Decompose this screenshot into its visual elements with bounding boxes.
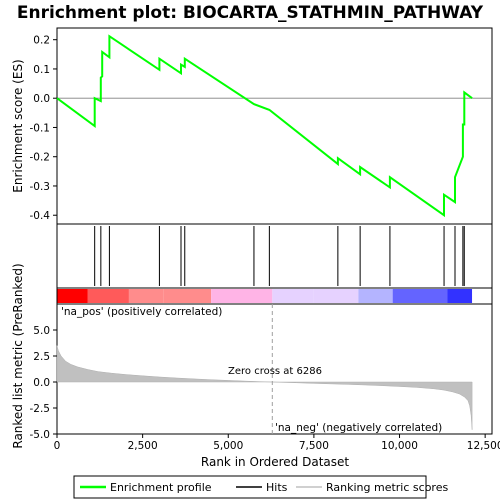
gradient-band [447, 289, 473, 303]
x-tick-label: 10,000 [381, 440, 418, 452]
hits-panel [56, 223, 493, 289]
x-tick-label: 12,500 [467, 440, 500, 452]
metric-panel: 5.0 2.5 0.0 -2.5 -5.0 0 2,500 5,000 7,500 10,000… [11, 263, 500, 469]
x-axis-label: Rank in Ordered Dataset [201, 455, 349, 469]
legend-enrichment-label: Enrichment profile [110, 481, 212, 494]
hits-marks [94, 226, 465, 286]
metric-y-tick-label: -5.0 [30, 429, 51, 441]
es-y-tick-label: 0.1 [33, 64, 50, 76]
gradient-band [358, 289, 393, 303]
es-plot-frame [56, 27, 493, 225]
metric-y-tick-label: 5.0 [33, 325, 50, 337]
es-panel: 0.2 0.1 0.0 -0.1 -0.2 -0.3 -0.4 Enrichment sco… [11, 27, 493, 225]
chart-title: Enrichment plot: BIOCARTA_STATHMIN_PATHW… [17, 3, 484, 23]
x-tick-label: 2,500 [128, 440, 158, 452]
gradient-band [128, 289, 164, 303]
metric-y-axis: 5.0 2.5 0.0 -2.5 -5.0 [30, 325, 57, 441]
es-y-tick-label: -0.4 [30, 210, 51, 222]
legend-hits-label: Hits [266, 481, 288, 494]
es-y-tick-label: -0.3 [30, 181, 51, 193]
gradient-band [57, 289, 88, 303]
metric-y-axis-label: Ranked list metric (PreRanked) [11, 263, 25, 448]
metric-y-tick-label: 2.5 [33, 351, 50, 363]
x-tick-label: 0 [54, 440, 61, 452]
gradient-band [313, 289, 359, 303]
gradient-band [211, 289, 273, 303]
legend: Enrichment profile Hits Ranking metric s… [73, 475, 448, 499]
ranking-metric-area [56, 345, 473, 430]
gradient-band [163, 289, 212, 303]
es-y-tick-label: -0.2 [30, 152, 51, 164]
metric-x-axis: 0 2,500 5,000 7,500 10,000 12,500 [54, 434, 500, 452]
na-neg-annotation: 'na_neg' (negatively correlated) [275, 422, 442, 434]
x-tick-label: 5,000 [213, 440, 243, 452]
gradient-band [392, 289, 448, 303]
na-pos-annotation: 'na_pos' (positively correlated) [61, 306, 222, 318]
zero-cross-annotation: Zero cross at 6286 [228, 366, 322, 377]
es-y-axis-label: Enrichment score (ES) [11, 59, 25, 192]
legend-metric-label: Ranking metric scores [326, 481, 448, 494]
metric-y-tick-label: 0.0 [33, 377, 50, 389]
es-y-tick-label: 0.2 [33, 35, 50, 47]
hits-plot-frame [56, 223, 493, 289]
gradient-band [87, 289, 129, 303]
es-y-tick-label: -0.1 [30, 122, 51, 134]
gradient-band [472, 289, 492, 303]
rank-gradient-bar [56, 287, 493, 305]
es-y-axis: 0.2 0.1 0.0 -0.1 -0.2 -0.3 -0.4 [30, 35, 57, 222]
metric-y-tick-label: -2.5 [30, 403, 51, 415]
x-tick-label: 7,500 [299, 440, 329, 452]
gradient-band [272, 289, 314, 303]
enrichment-profile-line [56, 34, 473, 218]
es-y-tick-label: 0.0 [33, 93, 50, 105]
